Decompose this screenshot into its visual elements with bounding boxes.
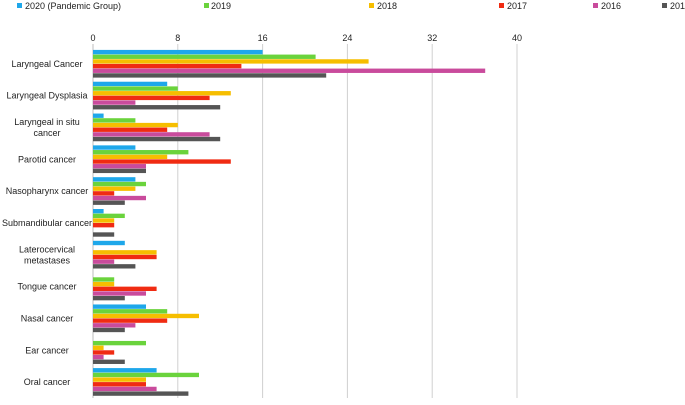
bar: [93, 127, 168, 132]
bar: [93, 259, 115, 264]
category-label: Tongue cancer: [17, 282, 76, 292]
bar: [93, 86, 178, 91]
bar: [93, 209, 104, 214]
bar: [93, 281, 115, 287]
category-label: Oral cancer: [24, 377, 71, 387]
bar: [93, 59, 369, 64]
bar: [93, 382, 146, 387]
category-label: Ear cancer: [25, 345, 69, 355]
bar: [93, 323, 136, 328]
bar: [93, 264, 136, 269]
x-tick-label: 8: [175, 33, 180, 43]
bar: [93, 159, 231, 164]
bar: [93, 250, 157, 255]
x-tick-label: 0: [90, 33, 95, 43]
x-tick-label: 32: [427, 33, 437, 43]
category-label: Laryngeal Dysplasia: [6, 91, 87, 101]
bar: [93, 95, 210, 101]
bar: [93, 136, 221, 142]
category-label: Nasopharynx cancer: [6, 186, 89, 196]
legend-swatch: [593, 3, 598, 8]
category-label: Submandibular cancer: [2, 218, 92, 228]
bar: [93, 391, 189, 396]
bar: [93, 63, 242, 69]
bar: [93, 327, 125, 333]
bar: [93, 340, 146, 346]
bar: [93, 118, 136, 123]
bar: [93, 304, 146, 309]
legend-label: 2016: [601, 1, 621, 11]
bar: [93, 254, 157, 260]
category-label: Laryngeal in situ cancer: [14, 117, 80, 138]
category-label: Nasal cancer: [21, 313, 74, 323]
category-label: Laterocervical metastases: [19, 244, 75, 265]
bar: [93, 113, 104, 118]
bar: [93, 318, 168, 323]
legend-label: 2020 (Pandemic Group): [25, 1, 121, 11]
bar: [93, 359, 125, 364]
legend-swatch: [17, 3, 22, 8]
bar: [93, 164, 146, 169]
bar: [93, 100, 136, 105]
legend-label: 2018: [377, 1, 397, 11]
bar: [93, 386, 157, 392]
bar: [93, 68, 486, 73]
legend-label: 2017: [507, 1, 527, 11]
bar: [93, 291, 146, 296]
bar: [93, 168, 146, 174]
bar: [93, 240, 125, 246]
bar: [93, 145, 136, 150]
bar: [93, 286, 157, 292]
category-label: Laryngeal Cancer: [11, 59, 82, 69]
category-labels: Laryngeal Cancer Laryngeal Dysplasia Laryn…: [2, 59, 92, 387]
legend-swatch: [204, 3, 209, 8]
bar: [93, 91, 231, 96]
bar: [93, 277, 115, 282]
bar: [93, 195, 146, 201]
category-label: Parotid cancer: [18, 154, 76, 164]
bar: [93, 223, 115, 228]
bar: [93, 181, 146, 187]
bar: [93, 350, 115, 355]
bar: [93, 54, 316, 59]
bar: [93, 81, 168, 87]
bar: [93, 309, 168, 314]
bar: [93, 213, 125, 219]
bar: [93, 368, 157, 373]
bar: [93, 191, 115, 196]
bar: [93, 154, 168, 160]
bars: [93, 49, 486, 396]
legend-swatch: [499, 3, 504, 8]
bar: [93, 295, 125, 301]
legend: 2020 (Pandemic Group) 2019 2018 2017 2016 201…: [17, 1, 685, 11]
bar: [93, 49, 263, 55]
x-tick-label: 16: [258, 33, 268, 43]
x-tick-label: 24: [342, 33, 352, 43]
bar: [93, 377, 146, 382]
bar: [93, 313, 199, 319]
bar: [93, 132, 210, 137]
bar: [93, 232, 115, 237]
bar: [93, 122, 178, 128]
bar: [93, 150, 189, 155]
legend-swatch: [369, 3, 374, 8]
x-axis-ticks: 0 8 16 24 32 40: [90, 33, 522, 43]
bar: [93, 345, 104, 350]
bar: [93, 372, 199, 378]
legend-label: 2019: [211, 1, 231, 11]
x-tick-label: 40: [512, 33, 522, 43]
bar: [93, 105, 221, 110]
bar: [93, 200, 125, 205]
legend-label: 2015: [670, 1, 685, 11]
bar: [93, 73, 327, 78]
bar: [93, 218, 115, 223]
bar: [93, 177, 136, 182]
bar: [93, 186, 136, 191]
bar: [93, 354, 104, 360]
legend-swatch: [662, 3, 667, 8]
